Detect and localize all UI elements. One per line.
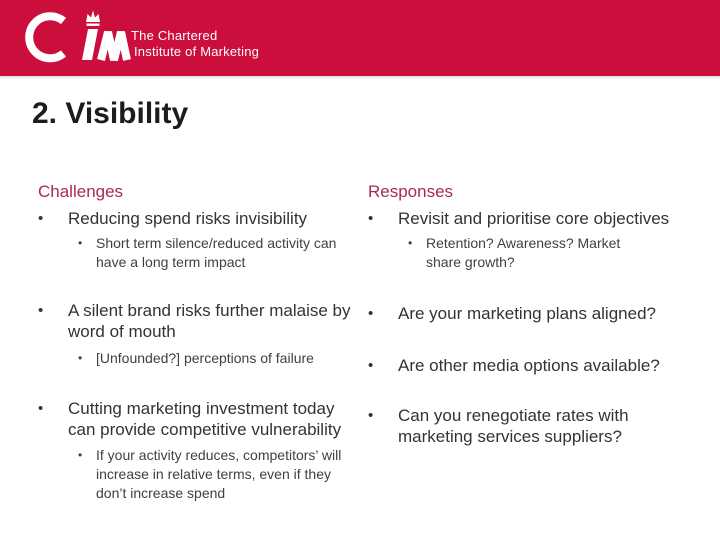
list-item: • Are your marketing plans aligned?	[368, 303, 703, 324]
brand-name: The Chartered Institute of Marketing	[131, 28, 259, 60]
bullet-icon: •	[78, 351, 83, 365]
logo-c-arc	[25, 12, 67, 63]
bullet-text: Cutting marketing investment today can p…	[68, 399, 342, 439]
sub-list-item: • Short term silence/reduced activity ca…	[78, 234, 360, 272]
bullet-text: Revisit and prioritise core objectives	[398, 209, 670, 228]
bullet-icon: •	[368, 305, 374, 322]
sub-list-item: • Retention? Awareness? Market share gro…	[408, 234, 703, 272]
bullet-icon: •	[368, 357, 374, 374]
sub-bullet-text: [Unfounded?] perceptions of failure	[96, 350, 314, 366]
list-item: • Cutting marketing investment today can…	[38, 398, 360, 440]
bullet-icon: •	[78, 448, 83, 462]
bullet-icon: •	[38, 302, 44, 319]
list-item: • Reducing spend risks invisibility	[38, 208, 360, 229]
list-item: • Revisit and prioritise core objectives	[368, 208, 703, 229]
sub-list-item: • If your activity reduces, competitors’…	[78, 446, 360, 503]
responses-heading: Responses	[368, 182, 454, 201]
bullet-icon: •	[38, 210, 44, 227]
logo-i	[82, 29, 98, 60]
brand-name-line2: Institute of Marketing	[134, 44, 260, 59]
challenges-column: Challenges • Reducing spend risks invisi…	[38, 181, 360, 503]
bullet-icon: •	[368, 210, 374, 227]
list-item: • A silent brand risks further malaise b…	[38, 300, 360, 342]
bullet-icon: •	[78, 236, 83, 250]
bullet-text: Are your marketing plans aligned?	[398, 304, 656, 323]
list-item: • Are other media options available?	[368, 355, 703, 376]
crown-base	[86, 23, 100, 26]
bullet-text: Are other media options available?	[398, 356, 660, 375]
sub-bullet-text: Short term silence/reduced activity can …	[96, 235, 337, 270]
sub-list-item: • [Unfounded?] perceptions of failure	[78, 349, 360, 368]
bullet-icon: •	[368, 407, 374, 424]
bullet-text: A silent brand risks further malaise by …	[68, 301, 351, 341]
header-band: The Chartered Institute of Marketing	[0, 0, 720, 76]
logo-m	[97, 31, 131, 61]
crown-icon	[86, 10, 100, 22]
bullet-text: Reducing spend risks invisibility	[68, 209, 308, 228]
sub-bullet-text: Retention? Awareness? Market share growt…	[426, 235, 621, 270]
bullet-text: Can you renegotiate rates with marketing…	[398, 406, 629, 446]
responses-column: Responses • Revisit and prioritise core …	[368, 181, 703, 447]
bullet-icon: •	[408, 236, 413, 250]
cim-logo-icon	[25, 10, 131, 63]
list-item: • Can you renegotiate rates with marketi…	[368, 405, 703, 447]
sub-bullet-text: If your activity reduces, competitors’ w…	[96, 447, 342, 501]
slide-title: 2. Visibility	[32, 97, 189, 130]
bullet-icon: •	[38, 400, 44, 417]
challenges-heading: Challenges	[38, 182, 124, 201]
brand-name-line1: The Chartered	[131, 28, 218, 43]
